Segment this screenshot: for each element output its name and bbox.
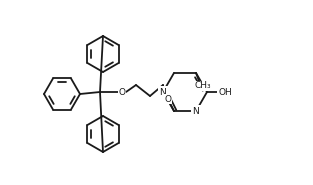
Text: OH: OH — [218, 88, 232, 97]
Text: N: N — [160, 88, 167, 97]
Text: N: N — [192, 107, 199, 116]
Text: O: O — [119, 88, 126, 97]
Text: CH₃: CH₃ — [195, 81, 211, 90]
Text: O: O — [165, 95, 172, 104]
